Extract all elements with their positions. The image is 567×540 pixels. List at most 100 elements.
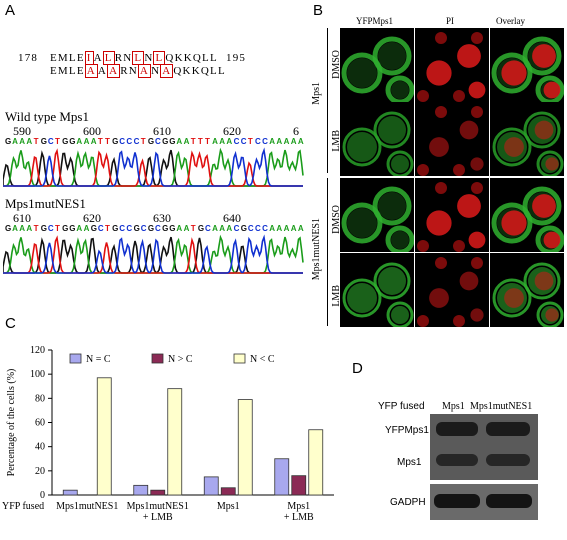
base-call: A [12,137,18,146]
y-tick-label: 120 [30,345,45,356]
base-call: G [69,224,76,233]
blot-upper-membrane [430,414,538,480]
mut-chromatogram [3,234,304,274]
band-yfpmps1-lane1 [436,422,478,436]
wt-position-ticks: 590 600 610 620 6 [5,124,305,138]
band-gadph-lane2 [486,494,532,508]
residue: L [102,51,115,65]
base-call: T [197,137,203,146]
residue: L [210,65,218,77]
residue: N [151,65,161,77]
base-call: A [269,137,276,146]
base-call: C [47,224,54,233]
base-call: T [190,137,196,146]
trace-G [3,236,303,274]
base-call: C [262,137,268,146]
micrograph-r1-c2 [415,28,489,102]
group-label-mps1: Mps1 [311,82,322,105]
position-tick: 640 [223,211,241,225]
micrograph-r3-c1 [340,178,414,252]
residue: K [183,52,193,64]
band-gadph-lane1 [434,494,480,508]
base-call: A [176,224,183,233]
base-call: A [297,224,304,233]
base-call: C [240,137,247,146]
bar-N<C-3 [308,429,324,496]
base-call: C [205,224,211,233]
base-call: C [233,137,240,146]
base-call: A [83,224,90,233]
residue: Q [173,65,183,77]
base-call: T [205,137,210,146]
residue: A [160,64,174,78]
base-call: G [90,224,97,233]
base-call: G [162,137,169,146]
base-call: A [283,224,290,233]
base-call: A [76,137,83,146]
position-tick: 590 [13,124,31,138]
base-call: G [5,137,12,146]
base-call: C [126,137,133,146]
base-call: A [183,137,190,146]
residue: N [144,52,154,64]
base-call: A [226,137,233,146]
base-call: T [190,224,196,233]
residue: K [182,65,192,77]
base-call: C [255,137,261,146]
base-call: A [83,137,90,146]
base-call: C [119,224,126,233]
residue: K [174,52,184,64]
base-call: T [55,137,60,146]
residue: E [76,65,85,77]
bar-N=C-3 [274,458,290,496]
base-call: A [183,224,190,233]
yfp-fused-label: YFP fused [2,501,44,512]
blot-col-mps1: Mps1 [442,401,465,412]
blot-fused-label: YFP fused [378,401,425,412]
band-mps1-lane1 [436,454,478,466]
residue: A [137,64,152,78]
base-call: C [262,224,268,233]
panel-label-b: B [313,2,324,19]
legend-label: N = C [86,354,111,365]
base-call: A [76,224,83,233]
residue: E [76,52,85,64]
x-tick-label: Mps1 [217,501,240,512]
base-call: T [97,137,103,146]
blot-row-mps1: Mps1 [397,457,422,468]
base-call: A [290,224,297,233]
group-label-mut: Mps1mutNES1 [311,218,322,281]
base-call: G [62,137,69,146]
base-call: A [212,137,218,146]
bar-N>C-3 [291,475,307,496]
position-tick: 610 [13,211,31,225]
bar-N<C-2 [237,399,253,496]
residue: N [123,52,133,64]
base-call: G [162,224,169,233]
y-tick-label: 40 [35,442,45,453]
base-call: G [240,224,247,233]
residue: M [57,52,69,64]
micrograph-r4-c2 [415,253,489,327]
residue: A [107,64,121,78]
base-call: G [147,137,155,146]
base-call: A [176,137,183,146]
residue: L [209,52,218,64]
col-header-yfpmps1: YFPMps1 [356,16,394,26]
micrograph-r4-c1 [340,253,414,327]
position-tick: 630 [153,211,171,225]
micrograph-r1-c1 [340,28,414,102]
residue: K [191,65,201,77]
trace-C [3,234,303,274]
y-tick-label: 20 [35,466,45,477]
base-call: A [283,137,290,146]
wt-protein-sequence: EMLE I A L RN L N L QKKQLL [50,51,218,65]
base-call: A [219,224,226,233]
base-call: A [276,224,283,233]
base-call: G [112,224,119,233]
position-tick: 620 [223,124,241,138]
base-call: C [140,224,147,233]
micrograph-r3-c3 [490,178,564,252]
micrograph-r4-c3 [490,253,564,327]
